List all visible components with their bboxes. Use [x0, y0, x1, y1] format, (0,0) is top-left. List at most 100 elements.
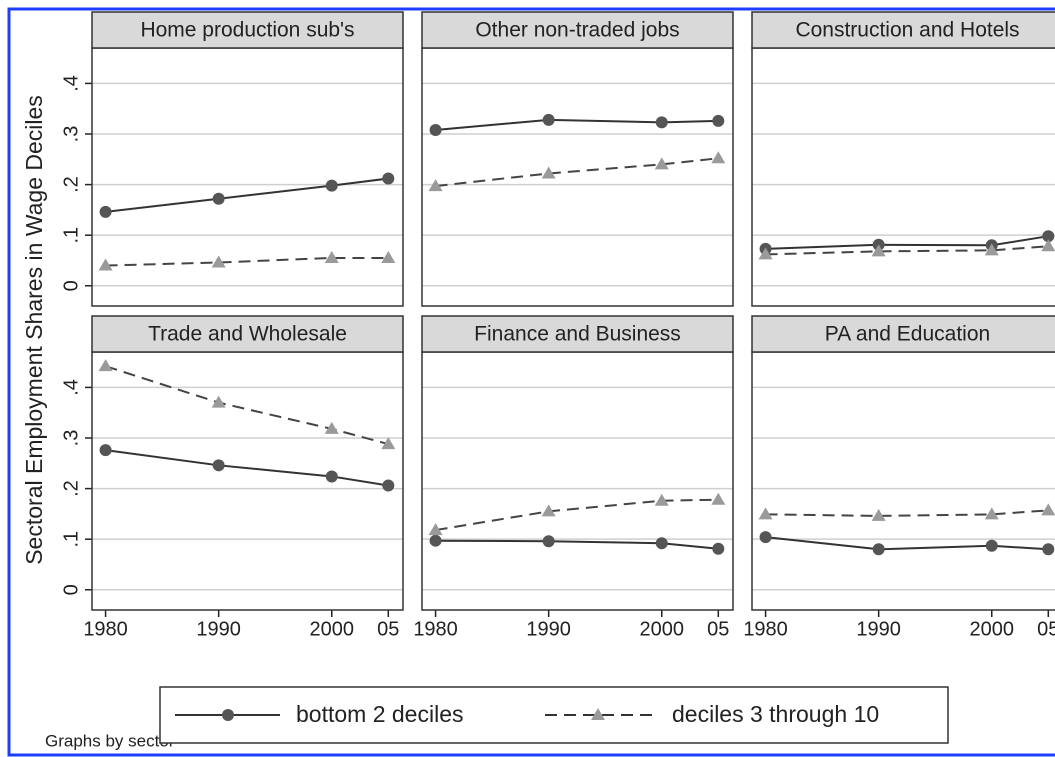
y-tick-label: .2 — [60, 176, 82, 193]
data-point — [428, 179, 443, 192]
x-tick-label: 1980 — [83, 618, 128, 640]
data-point — [99, 444, 112, 457]
series-line — [105, 449, 389, 487]
data-point — [655, 537, 668, 550]
series-line — [765, 235, 1049, 250]
data-point — [211, 395, 226, 408]
legend-marker — [222, 709, 234, 721]
data-point — [542, 113, 555, 126]
data-point — [99, 205, 112, 218]
x-tick-label: 1990 — [856, 618, 901, 640]
panel-title: Finance and Business — [474, 323, 681, 346]
panel-title: Other non-traded jobs — [475, 19, 679, 42]
panel-header — [91, 11, 404, 49]
data-point — [324, 421, 339, 434]
series-line — [435, 498, 719, 532]
panel-title: Construction and Hotels — [795, 19, 1019, 42]
data-point — [984, 507, 999, 520]
x-tick-label: 2000 — [970, 618, 1015, 640]
y-tick-label: 0 — [60, 280, 82, 291]
y-tick-label: .4 — [60, 379, 82, 396]
panel-title: Trade and Wholesale — [148, 323, 347, 346]
data-point — [654, 157, 669, 170]
data-point — [98, 359, 113, 372]
data-point — [325, 470, 338, 483]
data-point — [212, 192, 225, 205]
x-tick-label: 1980 — [413, 618, 458, 640]
y-tick-label: .3 — [60, 430, 82, 447]
frame — [7, 7, 1055, 757]
panel-header — [751, 315, 1055, 353]
legend-label: deciles 3 through 10 — [672, 701, 879, 727]
series-line — [435, 539, 719, 550]
data-point — [429, 534, 442, 547]
x-tick-label: 2000 — [310, 618, 355, 640]
x-tick-label: 05 — [1037, 618, 1055, 640]
data-point — [1041, 503, 1055, 516]
series-line — [105, 365, 389, 446]
y-tick-label: .3 — [60, 126, 82, 143]
series-line — [435, 157, 719, 188]
x-tick-label: 1990 — [196, 618, 241, 640]
x-tick-label: 05 — [707, 618, 729, 640]
data-point — [872, 543, 885, 556]
data-point — [758, 507, 773, 520]
data-point — [211, 255, 226, 268]
x-tick-label: 2000 — [640, 618, 685, 640]
panel-header — [91, 315, 404, 353]
plot-area — [92, 352, 403, 610]
plot-area — [422, 48, 733, 306]
data-point — [541, 504, 556, 517]
data-point — [711, 151, 726, 164]
data-point — [382, 479, 395, 492]
series-line — [105, 177, 389, 213]
plot-area — [752, 48, 1055, 306]
data-point — [1041, 239, 1055, 252]
data-point — [871, 244, 886, 257]
data-point — [712, 114, 725, 127]
panel-title: Home production sub's — [140, 19, 354, 42]
series-line — [765, 245, 1049, 256]
data-point — [712, 542, 725, 555]
panel-header — [751, 11, 1055, 49]
data-point — [655, 116, 668, 129]
y-tick-label: .4 — [60, 75, 82, 92]
series-line — [765, 536, 1049, 551]
series-line — [435, 118, 719, 131]
plot-area — [92, 48, 403, 306]
y-tick-label: .2 — [60, 480, 82, 497]
data-point — [325, 179, 338, 192]
panel-title: PA and Education — [825, 323, 990, 346]
data-point — [324, 250, 339, 263]
panel-header — [421, 11, 734, 49]
data-point — [711, 492, 726, 505]
plot-area — [422, 352, 733, 610]
data-point — [381, 250, 396, 263]
data-point — [542, 535, 555, 548]
series-line — [105, 256, 389, 267]
data-point — [758, 247, 773, 260]
x-tick-label: 1980 — [743, 618, 788, 640]
series-line — [765, 509, 1049, 517]
data-point — [871, 508, 886, 521]
data-point — [382, 172, 395, 185]
data-point — [654, 493, 669, 506]
data-point — [541, 166, 556, 179]
data-point — [429, 123, 442, 136]
data-point — [985, 539, 998, 552]
data-point — [212, 459, 225, 472]
legend-marker — [591, 708, 605, 720]
data-point — [98, 258, 113, 271]
data-point — [1042, 230, 1055, 243]
plot-area — [752, 352, 1055, 610]
data-point — [428, 523, 443, 536]
legend-label: bottom 2 deciles — [296, 701, 463, 727]
panel-header — [421, 315, 734, 353]
data-point — [381, 437, 396, 450]
y-tick-label: .1 — [60, 531, 82, 548]
y-tick-label: 0 — [60, 584, 82, 595]
x-tick-label: 1990 — [526, 618, 571, 640]
x-tick-label: 05 — [377, 618, 399, 640]
note: Graphs by sector — [45, 731, 175, 750]
